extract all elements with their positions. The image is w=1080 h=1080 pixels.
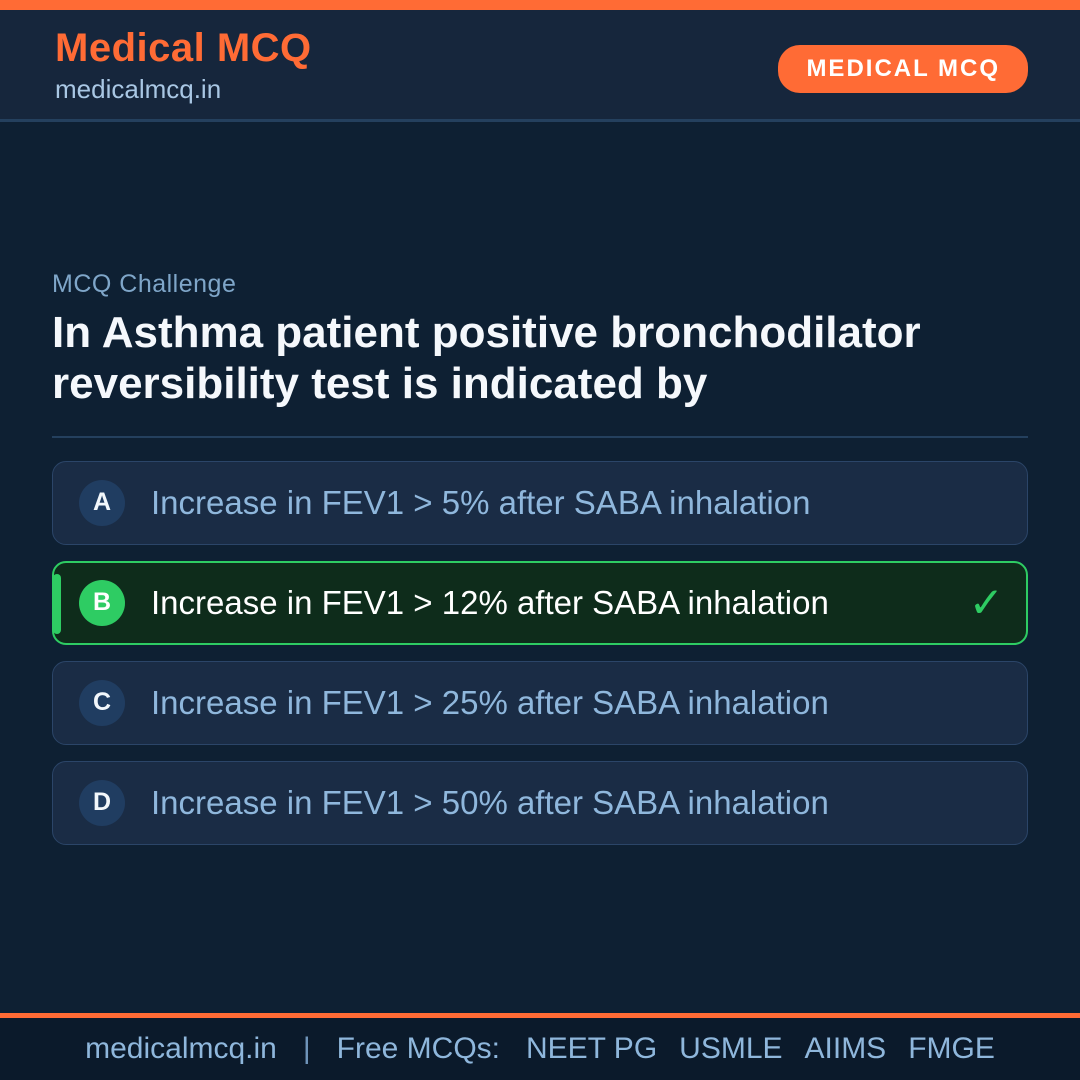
option-c-letter-badge: C [79, 679, 125, 726]
top-accent-bar [0, 0, 1080, 10]
option-a-text: Increase in FEV1 > 5% after SABA inhalat… [151, 483, 811, 521]
exam-usmle: USMLE [679, 1032, 783, 1065]
option-d-text: Increase in FEV1 > 50% after SABA inhala… [151, 783, 829, 821]
question-divider [52, 435, 1028, 438]
option-d[interactable]: D Increase in FEV1 > 50% after SABA inha… [52, 760, 1028, 845]
brand-badge: MEDICAL MCQ [778, 45, 1028, 93]
footer-tagline: Free MCQs: [336, 1032, 500, 1065]
footer-separator: | [302, 1032, 311, 1065]
selected-accent-bar [53, 573, 61, 634]
option-c-text: Increase in FEV1 > 25% after SABA inhala… [151, 683, 829, 721]
footer-exam-list: NEET PG USMLE AIIMS FMGE [526, 1032, 995, 1066]
question-section: MCQ Challenge In Asthma patient positive… [0, 270, 1080, 845]
question-text: In Asthma patient positive bronchodilato… [52, 308, 921, 409]
exam-aiims: AIIMS [804, 1032, 887, 1065]
footer-site-url: medicalmcq.in [85, 1032, 277, 1065]
option-a-letter-badge: A [79, 479, 125, 526]
header: Medical MCQ medicalmcq.in MEDICAL MCQ [0, 10, 1080, 122]
brand-site-url: medicalmcq.in [55, 74, 222, 104]
checkmark-icon: ✓ [968, 578, 1004, 626]
question-label: MCQ Challenge [52, 270, 237, 298]
footer: medicalmcq.in | Free MCQs: NEET PG USMLE… [0, 1013, 1080, 1080]
option-c[interactable]: C Increase in FEV1 > 25% after SABA inha… [52, 660, 1028, 745]
option-d-letter-badge: D [79, 779, 125, 826]
exam-fmge: FMGE [908, 1032, 995, 1065]
option-b-letter-badge: B [79, 579, 125, 626]
brand-title: Medical MCQ [55, 26, 312, 70]
option-b-text: Increase in FEV1 > 12% after SABA inhala… [151, 583, 829, 621]
option-a[interactable]: A Increase in FEV1 > 5% after SABA inhal… [52, 460, 1028, 545]
exam-neet-pg: NEET PG [526, 1032, 658, 1065]
option-b-correct[interactable]: B Increase in FEV1 > 12% after SABA inha… [52, 560, 1028, 645]
